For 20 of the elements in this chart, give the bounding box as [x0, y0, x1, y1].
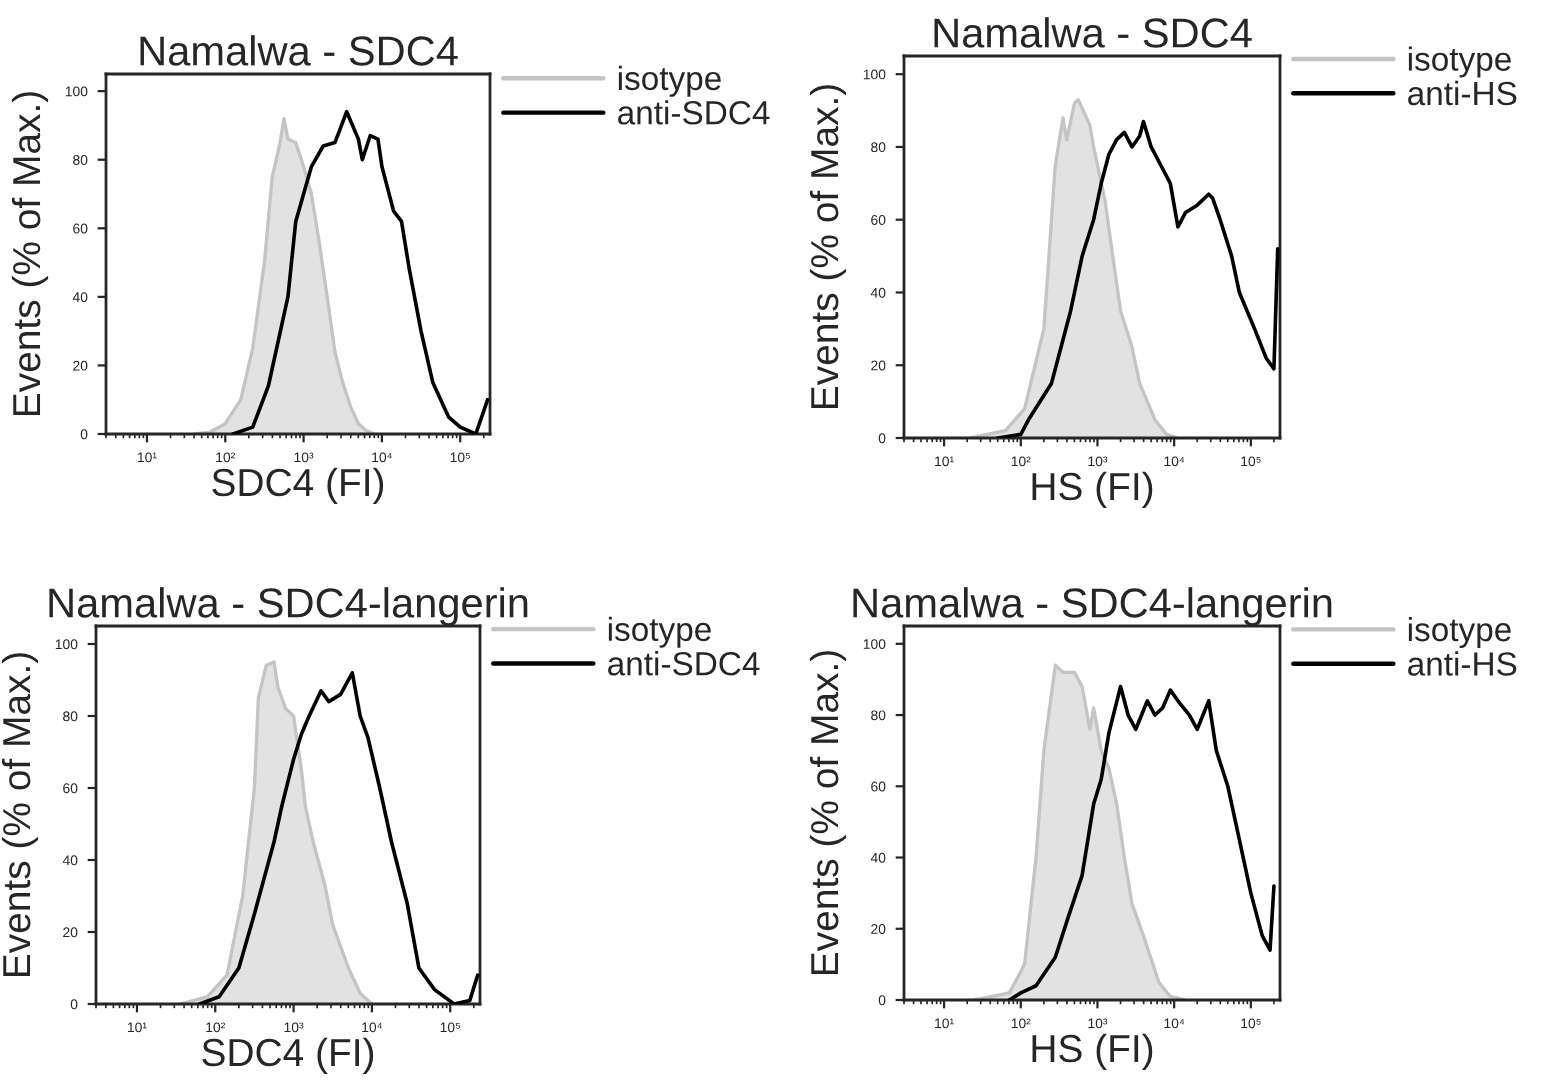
- x-axis-title: HS (FI): [1032, 471, 1153, 509]
- y-axis-title: Events (% of Max.): [809, 85, 847, 409]
- y-axis-title: Events (% of Max.): [11, 92, 49, 416]
- y-axis-title: Events (% of Max.): [809, 651, 847, 975]
- x-axis-title: HS (FI): [1032, 1033, 1153, 1071]
- legend-label: anti-SDC4: [608, 651, 760, 676]
- legend-label: anti-HS: [1408, 80, 1517, 106]
- chart-title: Namalwa - SDC4: [934, 17, 1252, 48]
- legend-label: isotype: [1408, 46, 1511, 78]
- legend-label: isotype: [608, 616, 711, 648]
- x-axis-title: SDC4 (FI): [212, 467, 384, 505]
- legend-label: anti-HS: [1408, 651, 1517, 676]
- chart-title: Namalwa - SDC4: [140, 35, 458, 66]
- legend-label: isotype: [1408, 616, 1511, 648]
- chart-title: Namalwa - SDC4-langerin: [49, 587, 528, 626]
- y-axis-title: Events (% of Max.): [1, 653, 39, 977]
- x-axis-title: SDC4 (FI): [202, 1037, 374, 1075]
- chart-title: Namalwa - SDC4-langerin: [853, 587, 1332, 626]
- legend-label: anti-SDC4: [618, 100, 770, 125]
- legend-label: isotype: [618, 65, 721, 97]
